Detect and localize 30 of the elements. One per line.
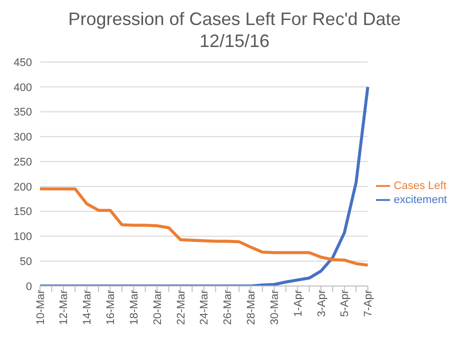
- x-tick-label: 12-Mar: [58, 290, 70, 325]
- y-tick-label: 250: [14, 156, 32, 168]
- y-tick-label: 400: [14, 82, 32, 94]
- y-tick-label: 150: [14, 206, 32, 218]
- x-tick-label: 30-Mar: [268, 290, 281, 325]
- y-tick-label: 300: [14, 132, 32, 144]
- chart-title: Progression of Cases Left For Rec'd Date: [67, 8, 402, 30]
- x-tick-label: 7-Apr: [362, 290, 375, 317]
- y-tick-label: 350: [14, 106, 32, 119]
- y-tick-label: 0: [26, 280, 32, 293]
- legend-label: excitement: [394, 194, 447, 206]
- line-series: [38, 187, 370, 267]
- x-tick-label: 16-Mar: [105, 290, 118, 325]
- y-tick-label: 200: [14, 181, 32, 194]
- y-tick-label: 450: [14, 56, 32, 69]
- x-tick-label: 20-Mar: [152, 290, 164, 325]
- x-tick-label: 22-Mar: [175, 290, 188, 325]
- x-tick-label: 26-Mar: [222, 290, 234, 325]
- x-tick-label: 24-Mar: [198, 290, 211, 325]
- x-tick-label: 18-Mar: [128, 290, 140, 325]
- chart-subtitle: 12/15/16: [198, 30, 271, 52]
- x-tick-label: 3-Apr: [316, 290, 328, 317]
- x-tick-label: 1-Apr: [292, 290, 304, 317]
- y-tick-label: 50: [20, 256, 32, 268]
- x-tick-label: 5-Apr: [339, 290, 352, 317]
- x-tick-label: 28-Mar: [246, 290, 258, 325]
- legend-label: Cases Left: [394, 180, 446, 192]
- y-tick-label: 100: [14, 231, 32, 244]
- x-tick-label: 10-Mar: [34, 290, 47, 325]
- x-tick-label: 14-Mar: [82, 290, 94, 325]
